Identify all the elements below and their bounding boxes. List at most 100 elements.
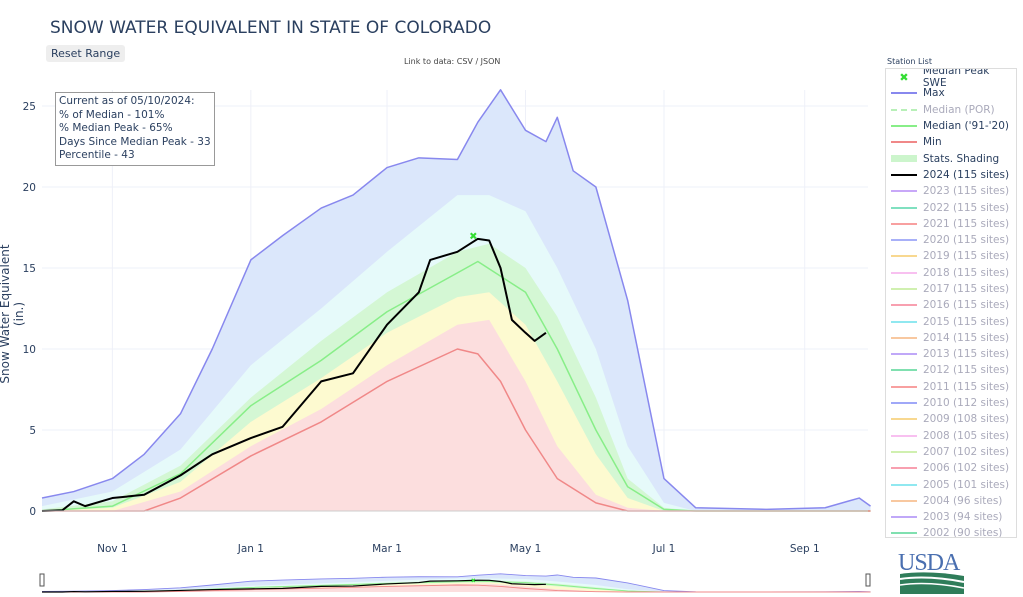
band-stats-shading-p10 bbox=[42, 319, 871, 511]
y-tick-label: 0 bbox=[29, 506, 36, 518]
legend-item[interactable]: 2017 (115 sites) bbox=[886, 281, 1016, 297]
legend-swatch-icon bbox=[891, 271, 917, 274]
legend-label: Median Peak SWE bbox=[922, 68, 990, 90]
legend-item[interactable]: Median (POR) bbox=[886, 102, 1016, 118]
legend-label: 2020 (115 sites) bbox=[923, 234, 1010, 247]
legend-item[interactable]: ✖ Median Peak SWE bbox=[886, 69, 1016, 89]
legend-item[interactable]: 2018 (115 sites) bbox=[886, 265, 1016, 281]
legend-swatch-icon bbox=[891, 255, 917, 258]
legend-item[interactable]: 2012 (115 sites) bbox=[886, 362, 1016, 378]
legend-swatch-icon bbox=[891, 206, 917, 209]
legend-label: 2011 (115 sites) bbox=[923, 380, 1010, 393]
y-axis-label: Snow Water Equivalent (in.) bbox=[0, 244, 26, 384]
reset-range-button[interactable]: Reset Range bbox=[46, 45, 126, 62]
legend-label: 2012 (115 sites) bbox=[923, 364, 1010, 377]
legend-swatch-icon bbox=[891, 516, 917, 519]
range-handle-right[interactable] bbox=[865, 573, 871, 587]
legend-item[interactable]: 2020 (115 sites) bbox=[886, 232, 1016, 248]
legend-item[interactable]: 2009 (108 sites) bbox=[886, 411, 1016, 427]
swe-chart: 0 5 10 15 20 25 Nov 1 Jan 1 Mar 1 May 1 Jul 1 Sep 1… bbox=[23, 89, 871, 593]
legend-label: Min bbox=[923, 136, 942, 149]
legend-label: Max bbox=[923, 87, 945, 100]
chart-title: SNOW WATER EQUIVALENT IN STATE OF COLORA… bbox=[50, 18, 492, 38]
legend-label: 2015 (115 sites) bbox=[923, 315, 1010, 328]
legend-swatch-icon bbox=[891, 320, 917, 323]
legend-swatch-icon bbox=[891, 190, 917, 193]
x-tick-label: Jan 1 bbox=[237, 543, 264, 555]
legend-label: Stats. Shading bbox=[923, 152, 1000, 165]
legend-swatch-icon bbox=[891, 239, 917, 242]
legend-item[interactable]: 2002 (90 sites) bbox=[886, 525, 1016, 538]
legend-item[interactable]: 2024 (115 sites) bbox=[886, 167, 1016, 183]
series-line-max bbox=[41, 89, 871, 511]
y-tick-label: 15 bbox=[23, 263, 36, 275]
legend-swatch-icon bbox=[891, 92, 917, 95]
legend-label: 2002 (90 sites) bbox=[923, 527, 1003, 538]
legend-swatch-icon bbox=[891, 402, 917, 405]
legend-item[interactable]: 2010 (112 sites) bbox=[886, 395, 1016, 411]
info-box: Current as of 05/10/2024: % of Median - … bbox=[55, 92, 215, 166]
x-tick-label: Mar 1 bbox=[372, 543, 402, 555]
legend-label: 2008 (105 sites) bbox=[923, 429, 1010, 442]
x-tick-label: Jul 1 bbox=[652, 543, 676, 555]
y-tick-label: 10 bbox=[23, 344, 36, 356]
legend-item[interactable]: Min bbox=[886, 134, 1016, 150]
legend-swatch-icon bbox=[891, 483, 917, 486]
legend-swatch-icon bbox=[891, 125, 917, 128]
legend-item[interactable]: 2008 (105 sites) bbox=[886, 428, 1016, 444]
legend-label: 2016 (115 sites) bbox=[923, 299, 1010, 312]
series-line-min bbox=[42, 348, 871, 512]
info-line: Current as of 05/10/2024: bbox=[59, 95, 195, 107]
y-tick-label: 25 bbox=[23, 101, 36, 113]
legend-label: 2022 (115 sites) bbox=[923, 201, 1010, 214]
legend-swatch-icon bbox=[891, 155, 917, 163]
x-tick-label: Nov 1 bbox=[97, 543, 128, 555]
legend-item[interactable]: 2006 (102 sites) bbox=[886, 460, 1016, 476]
x-tick-label: May 1 bbox=[510, 543, 542, 555]
legend-item[interactable]: 2021 (115 sites) bbox=[886, 216, 1016, 232]
legend-item[interactable]: 2013 (115 sites) bbox=[886, 346, 1016, 362]
legend-item[interactable]: Stats. Shading bbox=[886, 150, 1016, 166]
legend-swatch-icon bbox=[891, 336, 917, 339]
legend-item[interactable]: 2016 (115 sites) bbox=[886, 297, 1016, 313]
legend-swatch-icon bbox=[891, 369, 917, 372]
legend-item[interactable]: Median ('91-'20) bbox=[886, 118, 1016, 134]
info-line: % of Median - 101% bbox=[59, 108, 165, 121]
legend-item[interactable]: 2023 (115 sites) bbox=[886, 183, 1016, 199]
legend-swatch-icon bbox=[891, 353, 917, 356]
legend-item[interactable]: Max bbox=[886, 85, 1016, 101]
legend-swatch-icon bbox=[891, 173, 917, 176]
legend-swatch-icon bbox=[891, 304, 917, 307]
legend-swatch-icon: ✖ bbox=[899, 70, 909, 84]
svg-text:USDA: USDA bbox=[898, 550, 961, 576]
legend-item[interactable]: 2014 (115 sites) bbox=[886, 330, 1016, 346]
legend-item[interactable]: 2015 (115 sites) bbox=[886, 313, 1016, 329]
legend-swatch-icon bbox=[891, 222, 917, 225]
legend-swatch-icon bbox=[891, 385, 917, 388]
series-line-2024-115-sites- bbox=[41, 237, 547, 512]
legend-label: 2009 (108 sites) bbox=[923, 413, 1010, 426]
legend-item[interactable]: 2011 (115 sites) bbox=[886, 379, 1016, 395]
legend-item[interactable]: 2005 (101 sites) bbox=[886, 476, 1016, 492]
mini-median-peak-marker: ✖ bbox=[471, 578, 476, 585]
legend-label: 2021 (115 sites) bbox=[923, 217, 1010, 230]
y-tick-label: 20 bbox=[23, 182, 36, 194]
legend-label: 2005 (101 sites) bbox=[923, 478, 1010, 491]
legend-item[interactable]: 2022 (115 sites) bbox=[886, 199, 1016, 215]
data-link[interactable]: Link to data: CSV / JSON bbox=[404, 57, 501, 66]
legend-item[interactable]: 2004 (96 sites) bbox=[886, 493, 1016, 509]
legend-swatch-icon bbox=[891, 499, 917, 502]
legend-label: 2006 (102 sites) bbox=[923, 462, 1010, 475]
legend-item[interactable]: 2019 (115 sites) bbox=[886, 248, 1016, 264]
legend-label: 2017 (115 sites) bbox=[923, 283, 1010, 295]
range-handle-left[interactable] bbox=[39, 573, 45, 587]
legend-item[interactable]: 2003 (94 sites) bbox=[886, 509, 1016, 525]
median-peak-marker: ✖ bbox=[469, 232, 477, 243]
usda-logo: USDA bbox=[898, 550, 965, 594]
legend-swatch-icon bbox=[891, 288, 917, 290]
info-line: Days Since Median Peak - 33 bbox=[59, 135, 211, 148]
legend-item[interactable]: 2007 (102 sites) bbox=[886, 444, 1016, 460]
legend-swatch-icon bbox=[891, 434, 917, 437]
legend[interactable]: ✖ Median Peak SWE Max Median (POR) Median ('… bbox=[885, 68, 1017, 538]
legend-label: 2024 (115 sites) bbox=[923, 168, 1010, 181]
